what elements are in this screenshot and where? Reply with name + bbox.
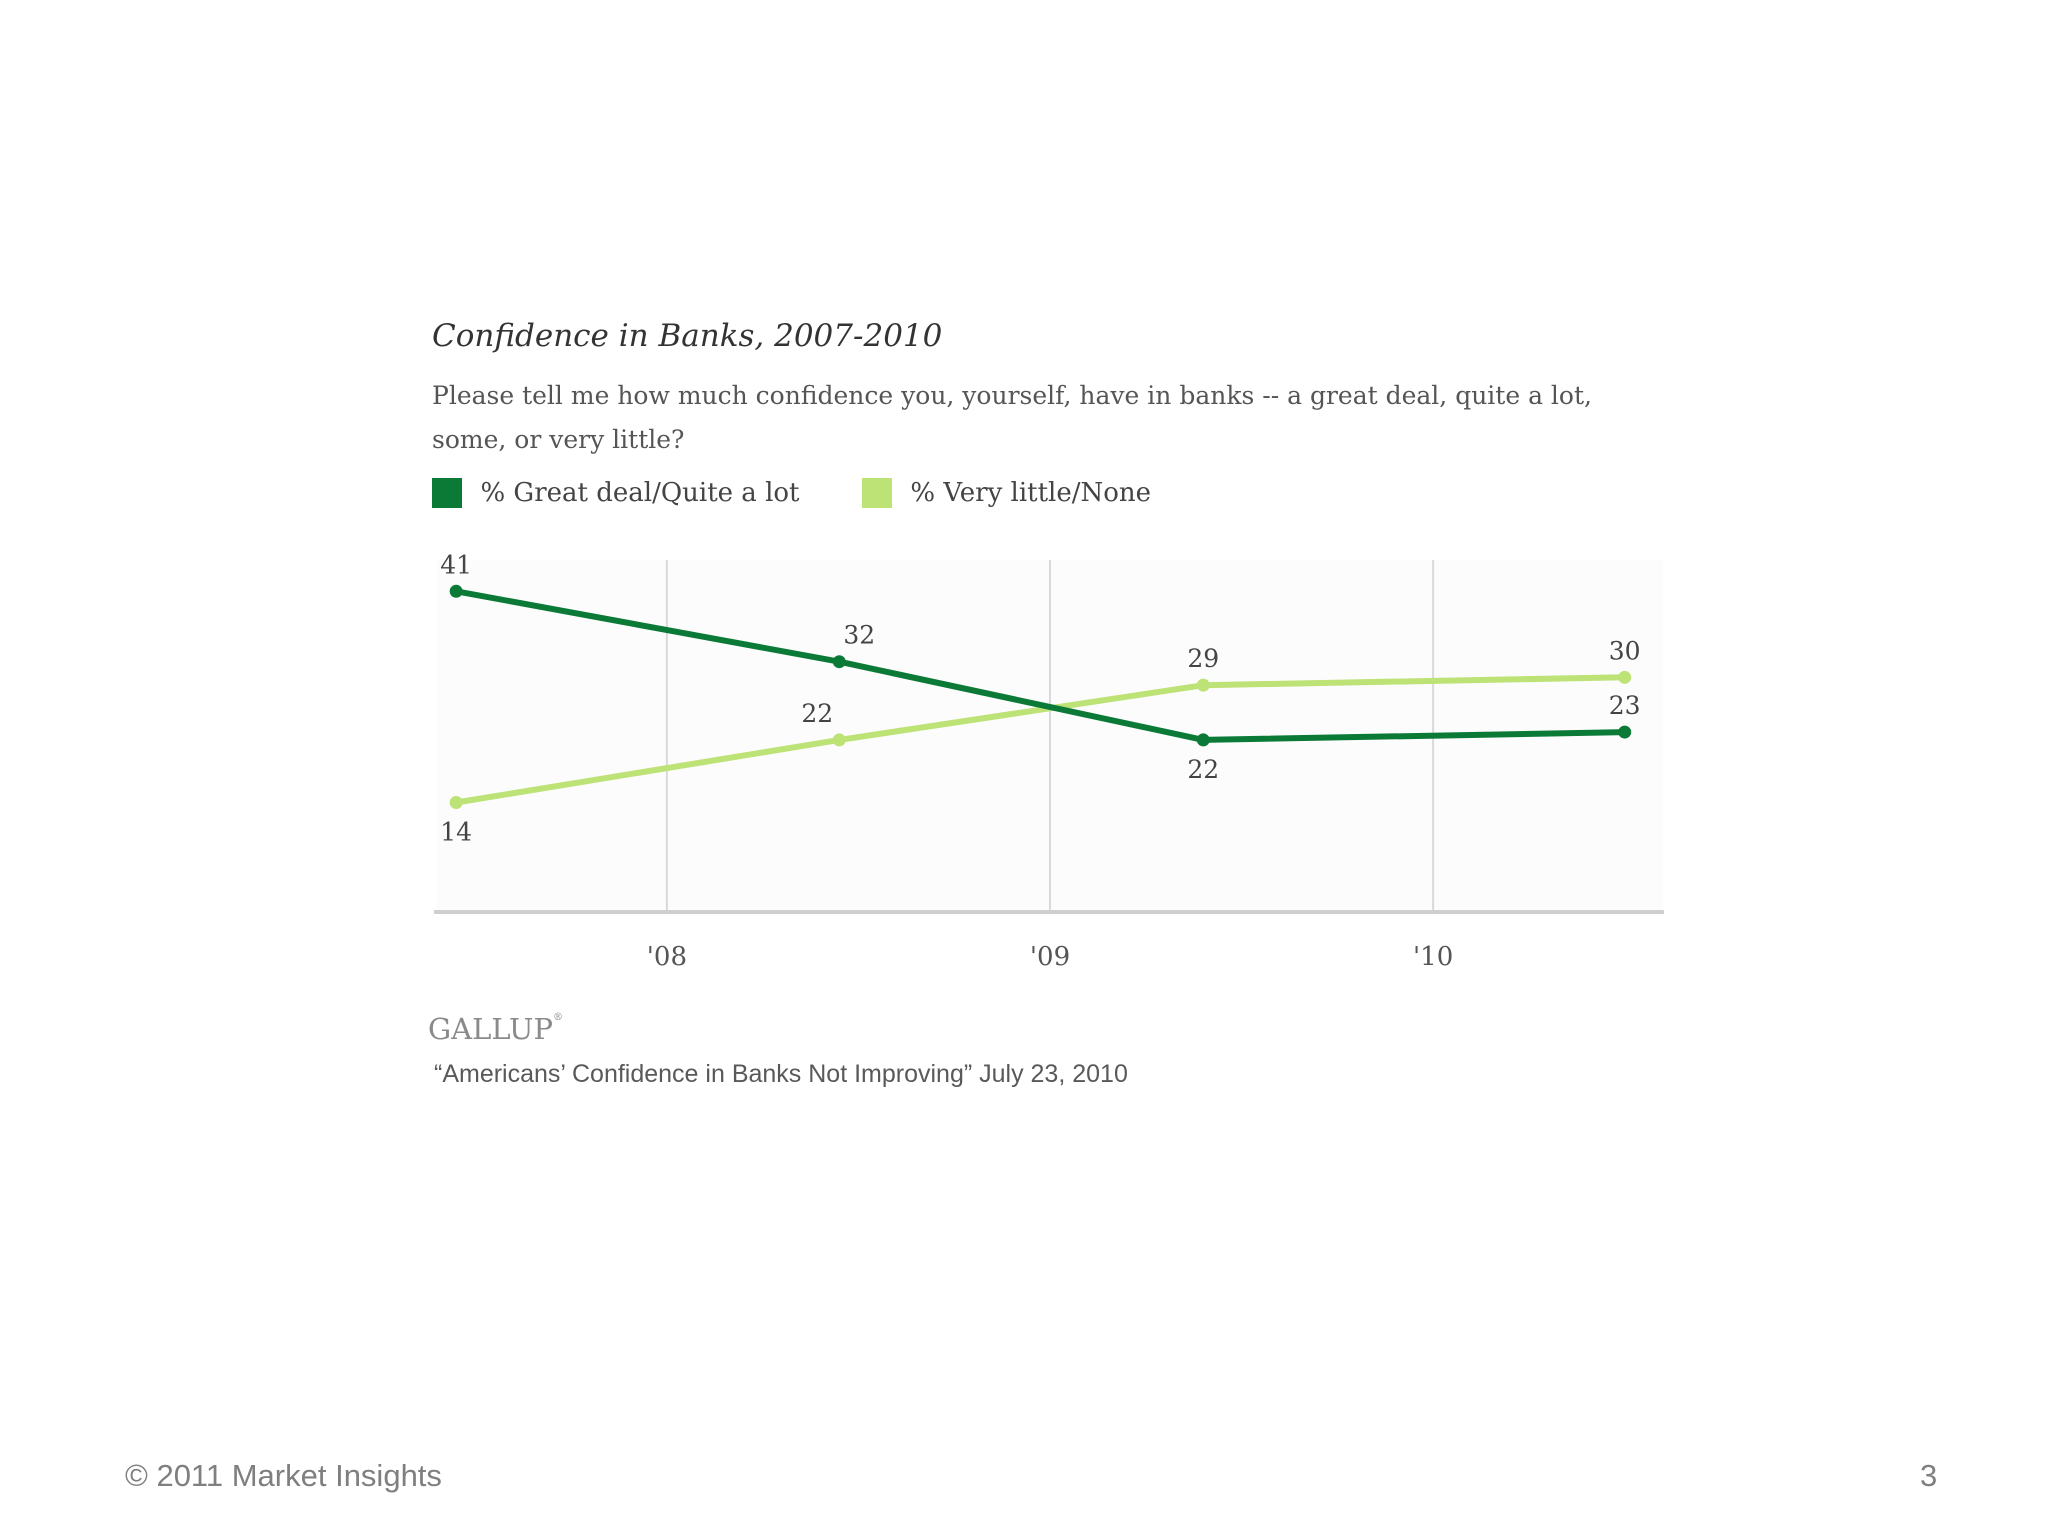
- footer-copyright: © 2011 Market Insights: [125, 1458, 442, 1493]
- data-point: [832, 655, 846, 669]
- data-point: [1618, 725, 1632, 739]
- x-tick-label: '08: [647, 942, 687, 972]
- series-line-0: [453, 588, 1628, 743]
- data-point: [449, 584, 463, 598]
- x-tick-label: '09: [1030, 942, 1070, 972]
- data-point: [832, 733, 846, 747]
- legend-swatch-great-deal: [432, 478, 462, 508]
- data-label: 29: [1187, 644, 1219, 673]
- series-lines: [453, 588, 1628, 806]
- data-point: [1196, 678, 1210, 692]
- legend-swatch-very-little: [861, 478, 892, 508]
- source-note: “Americans’ Confidence in Banks Not Impr…: [434, 1060, 1128, 1088]
- chart-subtitle: Please tell me how much confidence you, …: [432, 381, 1592, 454]
- data-points: [449, 584, 1632, 809]
- data-label: 23: [1609, 691, 1641, 720]
- data-label: 22: [1187, 755, 1219, 784]
- gallup-logo-text: GALLUP: [428, 1012, 553, 1046]
- gallup-logo-mark: ®: [553, 1012, 563, 1023]
- data-point: [449, 795, 463, 809]
- x-axis-ticks: '08 '09 '10: [647, 942, 1453, 972]
- gallup-logo: GALLUP®: [428, 1012, 563, 1046]
- page-number: 3: [1920, 1458, 1938, 1493]
- data-point: [1196, 733, 1210, 747]
- x-tick-label: '10: [1413, 942, 1453, 972]
- legend-item-great-deal: % Great deal/Quite a lot: [432, 478, 800, 508]
- series-line-1: [453, 674, 1628, 806]
- legend-label-very-little: % Very little/None: [910, 478, 1152, 508]
- chart-title: Confidence in Banks, 2007-2010: [432, 318, 943, 354]
- data-label: 14: [440, 817, 472, 846]
- data-labels: 41 32 22 23 14 22 29 30: [440, 550, 1640, 846]
- data-label: 41: [440, 550, 472, 579]
- data-label: 22: [801, 699, 833, 728]
- data-label: 32: [843, 621, 875, 650]
- data-point: [1618, 670, 1632, 684]
- data-label: 30: [1609, 636, 1641, 665]
- legend-label-great-deal: % Great deal/Quite a lot: [480, 478, 800, 508]
- chart-legend: % Great deal/Quite a lot % Very little/N…: [432, 478, 1209, 518]
- legend-item-very-little: % Very little/None: [861, 478, 1152, 508]
